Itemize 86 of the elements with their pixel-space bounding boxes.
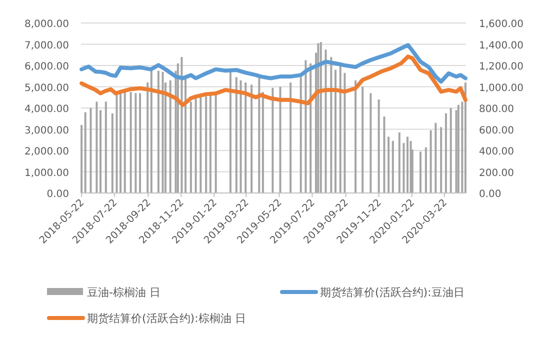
y-tick-label: 2,000.00 [24,146,69,158]
bar [99,110,102,193]
bar [116,93,118,193]
bar [304,60,307,193]
bar [157,70,160,193]
y-tick-label: 6,000.00 [24,62,69,72]
bar [424,147,427,193]
bar [235,77,238,193]
bar [344,72,346,193]
bar [124,92,126,193]
y-tick-label: 3,000.00 [24,125,69,136]
bar [370,93,372,193]
bar [402,143,405,193]
bar [200,97,202,193]
bar [80,125,83,193]
bar [162,72,164,193]
bar [90,108,92,193]
y2-tick-label: 200.00 [479,168,514,179]
bar [444,113,447,193]
bar [84,112,86,193]
bar [190,102,192,193]
bar [194,98,197,193]
bar [457,104,460,193]
y-tick-label: 8,000.00 [24,19,69,30]
bar [383,116,386,193]
bar [250,84,253,193]
y2-tick-label: 1,000.00 [479,82,524,94]
y-tick-label: 5,000.00 [24,82,69,94]
bar [450,108,452,193]
bar [310,63,312,193]
bar [320,42,322,193]
bar [130,92,132,193]
y2-tick-label: 0.00 [479,189,502,200]
bar [96,102,98,193]
bar [262,92,264,193]
bar [406,136,409,193]
bar [120,92,122,193]
bar [362,86,364,193]
bar [317,43,320,193]
bar [184,77,187,193]
bar [398,132,400,193]
y2-tick-label: 1,400.00 [479,40,524,52]
y-tick-label: 4,000.00 [24,104,69,115]
legend-label: 期货结算价(活跃合约):棕榈油 日 [87,312,246,325]
bar [134,93,137,193]
bar [169,80,172,193]
bar [440,127,442,193]
bar [392,140,394,193]
bar [430,130,432,193]
bar [324,50,327,193]
y2-tick-label: 400.00 [479,146,514,158]
bar [279,86,282,193]
bar [420,152,422,193]
legend-label: 豆油-棕榈油 日 [87,286,160,299]
bar [464,82,466,193]
bar [111,113,114,193]
line-series [80,54,468,108]
bar [180,57,183,193]
y2-tick-label: 800.00 [479,104,514,115]
bar [272,88,274,193]
y-tick-label: 1,000.00 [24,168,69,179]
bar [258,78,260,193]
bar [150,70,152,193]
bar [240,80,242,193]
bar [330,57,332,193]
bar [334,70,336,193]
bar [378,100,380,193]
legend-label: 期货结算价(活跃合约):豆油日 [320,286,464,299]
bar [354,80,357,193]
bar [205,96,208,193]
bar [146,82,149,193]
bar [388,136,390,193]
bar [300,77,302,193]
y-tick-label: 0.00 [46,189,69,200]
bar [214,93,217,193]
line-series [80,43,468,84]
bar [290,82,292,193]
bar [139,93,142,193]
y2-tick-label: 1,200.00 [479,62,524,72]
y2-tick-label: 1,600.00 [479,19,524,30]
bar [244,82,247,193]
bar [104,102,107,193]
bar [229,72,232,193]
y2-tick-label: 600.00 [479,125,514,136]
y-tick-label: 7,000.00 [24,40,69,52]
bar [434,122,437,193]
